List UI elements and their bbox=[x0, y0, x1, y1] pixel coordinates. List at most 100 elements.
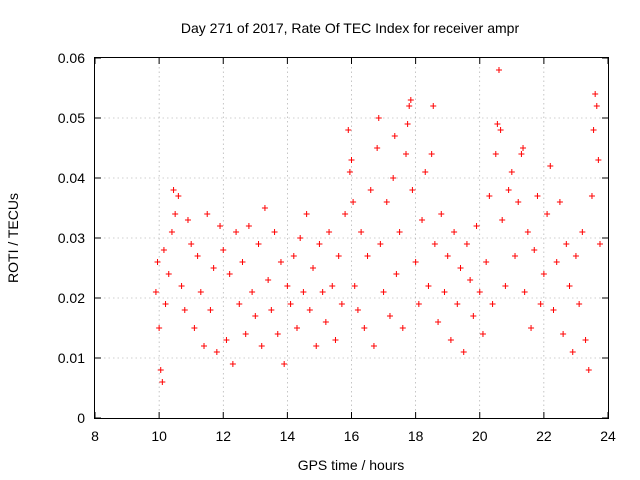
data-point bbox=[563, 241, 570, 247]
data-point bbox=[422, 169, 429, 175]
data-point bbox=[492, 151, 499, 157]
x-tick-label: 14 bbox=[280, 428, 296, 444]
data-point bbox=[159, 379, 166, 385]
data-point bbox=[390, 175, 397, 181]
data-point bbox=[326, 229, 333, 235]
data-point bbox=[154, 259, 161, 265]
data-point bbox=[515, 199, 522, 205]
data-point bbox=[364, 253, 371, 259]
data-point bbox=[579, 229, 586, 235]
x-axis-label: GPS time / hours bbox=[298, 457, 405, 473]
data-point bbox=[476, 289, 483, 295]
data-point bbox=[391, 133, 398, 139]
data-point bbox=[428, 151, 435, 157]
data-point bbox=[358, 229, 365, 235]
y-axis-label: ROTI / TECUs bbox=[5, 193, 21, 283]
data-point bbox=[451, 229, 458, 235]
data-point bbox=[168, 229, 175, 235]
data-point bbox=[261, 205, 268, 211]
data-point bbox=[582, 337, 589, 343]
data-point bbox=[303, 211, 310, 217]
data-point bbox=[441, 289, 448, 295]
data-point bbox=[520, 145, 527, 151]
data-point bbox=[157, 367, 164, 373]
data-point bbox=[181, 307, 188, 313]
y-tick-label: 0.03 bbox=[58, 230, 85, 246]
data-point bbox=[271, 229, 278, 235]
data-point bbox=[350, 199, 357, 205]
data-point bbox=[329, 283, 336, 289]
data-point bbox=[335, 253, 342, 259]
data-point bbox=[207, 307, 214, 313]
data-point bbox=[537, 301, 544, 307]
data-point bbox=[287, 301, 294, 307]
data-point bbox=[322, 319, 329, 325]
data-point bbox=[553, 259, 560, 265]
data-point bbox=[204, 211, 211, 217]
data-point bbox=[361, 325, 368, 331]
data-point bbox=[306, 307, 313, 313]
data-point bbox=[223, 337, 230, 343]
data-point bbox=[220, 247, 227, 253]
data-point bbox=[430, 103, 437, 109]
data-point bbox=[531, 247, 538, 253]
data-point bbox=[319, 289, 326, 295]
data-point bbox=[172, 211, 179, 217]
data-point bbox=[596, 241, 603, 247]
data-point bbox=[521, 289, 528, 295]
data-point bbox=[409, 187, 416, 193]
data-point bbox=[338, 301, 345, 307]
data-point bbox=[479, 331, 486, 337]
y-tick-label: 0.04 bbox=[58, 170, 85, 186]
x-tick-label: 22 bbox=[536, 428, 552, 444]
data-point bbox=[197, 289, 204, 295]
x-tick-label: 18 bbox=[408, 428, 424, 444]
data-point bbox=[255, 241, 262, 247]
data-point bbox=[486, 193, 493, 199]
data-point bbox=[156, 325, 163, 331]
data-point bbox=[188, 241, 195, 247]
data-point bbox=[293, 325, 300, 331]
data-point bbox=[447, 337, 454, 343]
data-point bbox=[508, 169, 515, 175]
data-point bbox=[170, 187, 177, 193]
data-point bbox=[162, 301, 169, 307]
data-point bbox=[184, 217, 191, 223]
y-tick-label: 0.01 bbox=[58, 350, 85, 366]
data-point bbox=[152, 289, 159, 295]
data-point bbox=[377, 241, 384, 247]
grid-lines bbox=[95, 58, 608, 418]
data-point bbox=[470, 313, 477, 319]
data-point bbox=[556, 199, 563, 205]
data-point bbox=[342, 211, 349, 217]
data-point bbox=[348, 157, 355, 163]
data-point bbox=[528, 325, 535, 331]
data-point bbox=[454, 301, 461, 307]
data-point bbox=[351, 283, 358, 289]
data-point bbox=[403, 151, 410, 157]
data-point bbox=[547, 163, 554, 169]
data-point bbox=[505, 187, 512, 193]
x-tick-label: 24 bbox=[600, 428, 616, 444]
data-point bbox=[354, 307, 361, 313]
data-point bbox=[412, 259, 419, 265]
data-point bbox=[201, 343, 208, 349]
x-tick-label: 10 bbox=[151, 428, 167, 444]
data-point bbox=[346, 169, 353, 175]
data-point bbox=[415, 301, 422, 307]
data-point bbox=[419, 217, 426, 223]
data-point bbox=[367, 187, 374, 193]
data-point bbox=[407, 97, 414, 103]
data-point bbox=[460, 349, 467, 355]
data-point bbox=[249, 289, 256, 295]
data-point bbox=[175, 193, 182, 199]
data-point bbox=[165, 271, 172, 277]
data-point bbox=[300, 289, 307, 295]
data-point bbox=[425, 283, 432, 289]
data-points bbox=[152, 67, 603, 385]
data-point bbox=[467, 277, 474, 283]
data-point bbox=[332, 337, 339, 343]
data-point bbox=[494, 121, 501, 127]
data-point bbox=[233, 229, 240, 235]
